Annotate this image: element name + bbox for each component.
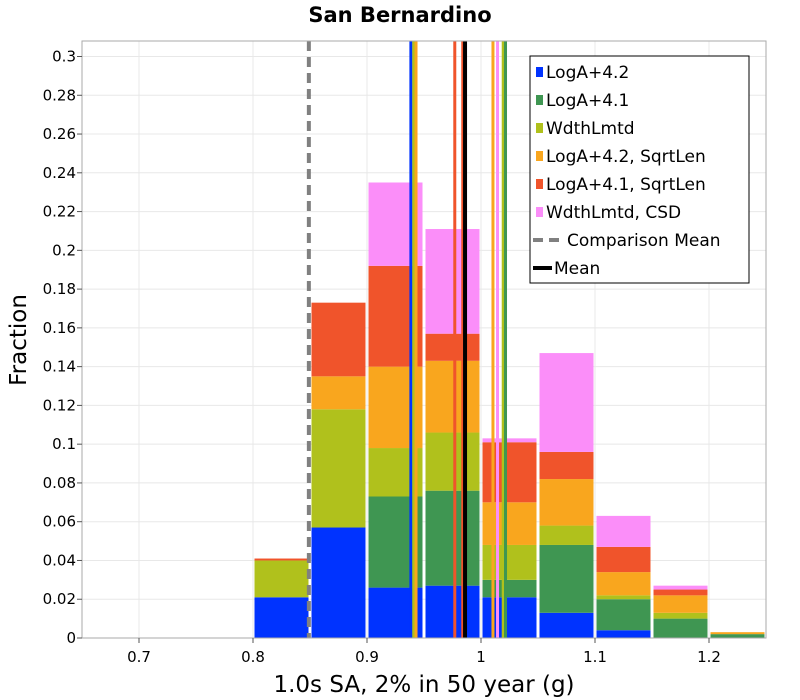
legend-label-mean: Mean	[554, 259, 600, 279]
bar-5-series-0	[539, 612, 594, 638]
y-tick-label-7: 0.14	[43, 358, 76, 376]
bar-4-series-5	[482, 438, 537, 443]
x-tick-label-0: 0.7	[127, 648, 151, 666]
y-tick-label-11: 0.22	[43, 203, 76, 221]
bar-3-series-1	[425, 490, 480, 586]
bar-8-series-1	[710, 634, 765, 638]
bar-3-series-5	[425, 229, 480, 334]
legend: LogA+4.2 LogA+4.1 WdthLmtd LogA+4.2, SqrtLe…	[529, 55, 750, 284]
x-tick-label-1: 0.8	[241, 648, 265, 666]
bar-3-series-0	[425, 585, 480, 638]
bar-6-series-5	[596, 515, 651, 547]
bar-1-series-2	[311, 409, 366, 528]
bar-3-series-3	[425, 360, 480, 433]
bar-7-series-1	[653, 618, 708, 638]
y-tick-label-13: 0.26	[43, 125, 76, 143]
bar-3-series-4	[425, 333, 480, 361]
bar-0-series-4	[254, 558, 309, 561]
y-tick-label-8: 0.16	[43, 319, 76, 337]
legend-label-0: LogA+4.2	[546, 63, 629, 83]
y-tick-label-5: 0.1	[52, 435, 76, 453]
y-tick-label-12: 0.24	[43, 164, 76, 182]
x-tick-label-4: 1.1	[583, 648, 607, 666]
y-tick-label-14: 0.28	[43, 86, 76, 104]
y-tick-label-4: 0.08	[43, 474, 76, 492]
bar-7-series-5	[653, 585, 708, 590]
bar-4-series-3	[482, 502, 537, 545]
legend-swatch-5	[536, 207, 543, 217]
legend-label-2: WdthLmtd	[546, 119, 635, 139]
y-tick-label-3: 0.06	[43, 513, 76, 531]
bar-6-series-2	[596, 595, 651, 600]
legend-label-comparison-mean: Comparison Mean	[567, 231, 721, 251]
legend-swatch-2	[536, 123, 543, 133]
y-axis-ticks: 0 0.02 0.04 0.06 0.08 0.1 0.12 0.14 0.16 0.18 0.2 0…	[43, 48, 82, 647]
bar-4-series-1	[482, 579, 537, 598]
legend-swatch-4	[536, 179, 543, 189]
bar-5-series-4	[539, 451, 594, 480]
bar-6-series-4	[596, 546, 651, 573]
y-tick-label-9: 0.18	[43, 280, 76, 298]
bar-7-series-4	[653, 589, 708, 596]
bar-3-series-2	[425, 432, 480, 491]
legend-label-1: LogA+4.1	[546, 91, 629, 111]
bar-0-series-2	[254, 560, 309, 598]
x-tick-label-5: 1.2	[697, 648, 721, 666]
bar-5-series-2	[539, 525, 594, 545]
bar-4-series-4	[482, 442, 537, 503]
legend-swatch-1	[536, 95, 543, 105]
bar-7-series-3	[653, 595, 708, 613]
bar-6-series-0	[596, 630, 651, 638]
bar-8-series-3	[710, 632, 765, 635]
y-axis-label: Fraction	[6, 294, 32, 386]
x-tick-label-2: 0.9	[355, 648, 379, 666]
bar-0-series-0	[254, 597, 309, 638]
x-axis-ticks: 0.7 0.8 0.9 1 1.1 1.2	[127, 638, 721, 666]
y-tick-label-15: 0.3	[52, 48, 76, 66]
y-tick-label-2: 0.04	[43, 551, 76, 569]
y-tick-label-0: 0	[66, 629, 76, 647]
chart-title: San Bernardino	[308, 3, 491, 27]
bar-4-series-2	[482, 544, 537, 580]
y-tick-label-6: 0.12	[43, 396, 76, 414]
bar-5-series-5	[539, 353, 594, 452]
bars	[254, 182, 765, 638]
plot-frame	[81, 40, 767, 639]
bar-7-series-2	[653, 612, 708, 619]
x-axis-label: 1.0s SA, 2% in 50 year (g)	[273, 672, 574, 698]
bar-6-series-1	[596, 599, 651, 631]
y-tick-label-1: 0.02	[43, 590, 76, 608]
legend-swatch-3	[536, 151, 543, 161]
y-tick-label-10: 0.2	[52, 241, 76, 259]
bar-1-series-0	[311, 527, 366, 638]
bar-1-series-4	[311, 302, 366, 377]
x-tick-label-3: 1	[476, 648, 486, 666]
legend-label-3: LogA+4.2, SqrtLen	[546, 147, 706, 167]
legend-label-5: WdthLmtd, CSD	[546, 203, 681, 223]
bar-5-series-1	[539, 544, 594, 613]
mean-lines	[306, 41, 508, 638]
bar-6-series-3	[596, 572, 651, 596]
bar-5-series-3	[539, 479, 594, 526]
legend-swatch-0	[536, 67, 543, 77]
legend-box	[529, 55, 750, 284]
bar-1-series-3	[311, 376, 366, 410]
bar-4-series-0	[482, 597, 537, 638]
legend-label-4: LogA+4.1, SqrtLen	[546, 175, 706, 195]
